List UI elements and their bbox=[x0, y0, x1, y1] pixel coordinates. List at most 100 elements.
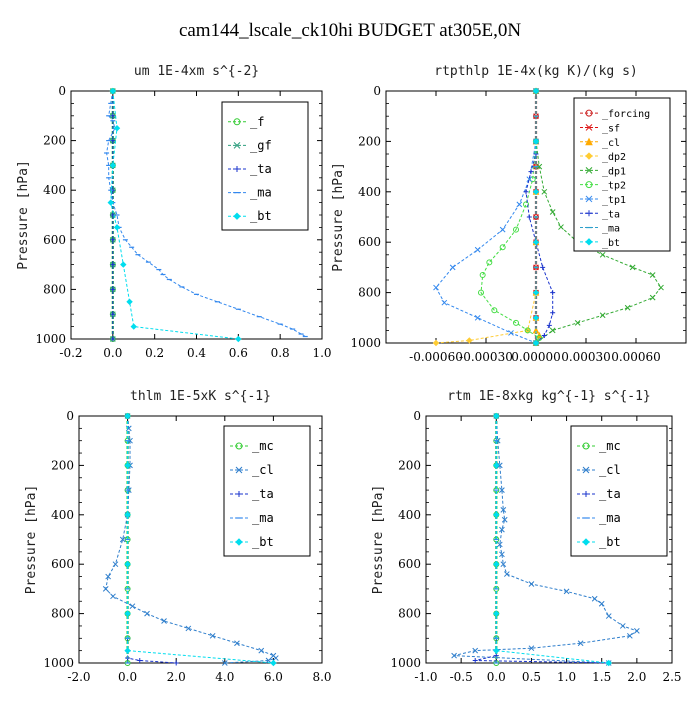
legend-box bbox=[223, 425, 311, 557]
data-point bbox=[272, 655, 279, 661]
series-line bbox=[105, 415, 277, 664]
legend-marker bbox=[585, 152, 593, 160]
data-point bbox=[558, 224, 564, 230]
data-point bbox=[479, 271, 486, 278]
panel-title: rtpthlp 1E-4x(kg K)/(kg s) bbox=[434, 64, 638, 79]
figure-title: cam144_lscale_ck10hi BUDGET at305E,0N bbox=[178, 20, 522, 41]
panel-title: thlm 1E-5xK s^{-1} bbox=[130, 389, 271, 404]
data-point bbox=[126, 298, 133, 306]
data-point bbox=[532, 339, 540, 347]
x-tick-label: 8.0 bbox=[312, 670, 331, 684]
data-point bbox=[221, 660, 228, 666]
y-tick-label: 0 bbox=[373, 84, 381, 98]
legend-label: _mc bbox=[252, 439, 274, 453]
data-point bbox=[105, 573, 112, 580]
data-point bbox=[432, 339, 440, 347]
data-point bbox=[493, 610, 500, 617]
y-tick-label: 800 bbox=[398, 607, 421, 621]
data-point bbox=[526, 214, 532, 220]
y-tick-label: 800 bbox=[43, 282, 66, 296]
legend-label: _tp2 bbox=[602, 181, 626, 192]
x-tick-label: 0.00060 bbox=[611, 350, 661, 364]
data-point bbox=[161, 618, 167, 624]
legend-box bbox=[570, 425, 668, 557]
x-tick-label: 1.0 bbox=[312, 346, 331, 360]
data-point bbox=[658, 284, 664, 291]
series-dp2 bbox=[432, 87, 540, 347]
data-point bbox=[209, 632, 216, 639]
data-point bbox=[107, 199, 114, 206]
data-point bbox=[496, 541, 503, 548]
data-point bbox=[501, 516, 508, 523]
y-tick-label: 200 bbox=[51, 458, 74, 472]
data-point bbox=[574, 319, 581, 326]
panel-title: um 1E-4xm s^{-2} bbox=[134, 64, 259, 79]
data-point bbox=[508, 330, 514, 336]
data-point bbox=[474, 314, 481, 321]
x-tick-label: 1.0 bbox=[557, 670, 576, 684]
legend-box bbox=[573, 97, 671, 252]
legend: _mc _cl _ta _ma _bt bbox=[223, 425, 311, 557]
data-point bbox=[541, 188, 548, 195]
data-point bbox=[532, 188, 540, 196]
data-point bbox=[500, 561, 507, 568]
y-tick-label: 400 bbox=[51, 508, 74, 522]
x-tick-label: -1.0 bbox=[414, 670, 437, 684]
legend-label: _ma bbox=[250, 186, 272, 200]
y-tick-label: 0 bbox=[413, 409, 421, 423]
data-point bbox=[493, 560, 500, 568]
legend-label: _cl bbox=[602, 138, 620, 149]
legend-label: _ma bbox=[599, 511, 621, 525]
data-point bbox=[536, 334, 543, 341]
data-point bbox=[124, 462, 131, 469]
x-tick-label: 6.0 bbox=[264, 670, 283, 684]
y-tick-label: 1000 bbox=[43, 656, 74, 670]
data-point bbox=[474, 246, 481, 253]
x-tick-label: 0.2 bbox=[145, 346, 164, 360]
data-point bbox=[124, 511, 131, 519]
legend-marker bbox=[582, 442, 590, 450]
data-point bbox=[486, 259, 493, 266]
legend-label: _ma bbox=[252, 511, 274, 525]
x-tick-label: 2.0 bbox=[627, 670, 646, 684]
data-point bbox=[532, 314, 540, 322]
x-tick-label: 0.4 bbox=[187, 346, 206, 360]
y-tick-label: 800 bbox=[51, 607, 74, 621]
data-point bbox=[130, 323, 137, 330]
data-point bbox=[270, 659, 277, 667]
data-point bbox=[605, 613, 612, 619]
legend: _f _gf _ta _ma _bt bbox=[221, 101, 309, 231]
x-tick-label: 0.0 bbox=[487, 670, 506, 684]
panel-2: rtpthlp 1E-4x(kg K)/(kg s) Pressure [hPa]… bbox=[331, 64, 687, 364]
y-tick-label: 200 bbox=[358, 134, 381, 148]
legend-label: _cl bbox=[252, 463, 274, 477]
legend-label: _dp1 bbox=[602, 166, 626, 177]
legend-label: _bt bbox=[252, 535, 274, 549]
data-point bbox=[513, 319, 519, 326]
y-tick-label: 0 bbox=[66, 409, 74, 423]
data-point bbox=[102, 586, 109, 592]
data-point bbox=[496, 462, 503, 469]
x-tick-label: -0.2 bbox=[59, 346, 82, 360]
data-point bbox=[491, 307, 498, 314]
data-point bbox=[472, 658, 478, 664]
data-point bbox=[634, 628, 640, 634]
data-point bbox=[549, 327, 556, 334]
data-point bbox=[110, 212, 116, 218]
legend-label: _ta bbox=[250, 162, 272, 176]
data-point bbox=[110, 593, 116, 600]
y-tick-label: 1000 bbox=[350, 336, 381, 350]
data-point bbox=[605, 659, 612, 667]
y-tick-label: 600 bbox=[51, 557, 74, 571]
data-point bbox=[626, 632, 633, 639]
data-point bbox=[598, 600, 605, 607]
data-point bbox=[433, 284, 439, 291]
legend-marker bbox=[585, 109, 593, 117]
series-bt bbox=[532, 87, 540, 347]
data-point bbox=[493, 647, 500, 654]
data-point bbox=[493, 412, 500, 420]
data-point bbox=[109, 162, 117, 169]
legend-marker bbox=[585, 195, 593, 203]
data-point bbox=[472, 647, 479, 654]
